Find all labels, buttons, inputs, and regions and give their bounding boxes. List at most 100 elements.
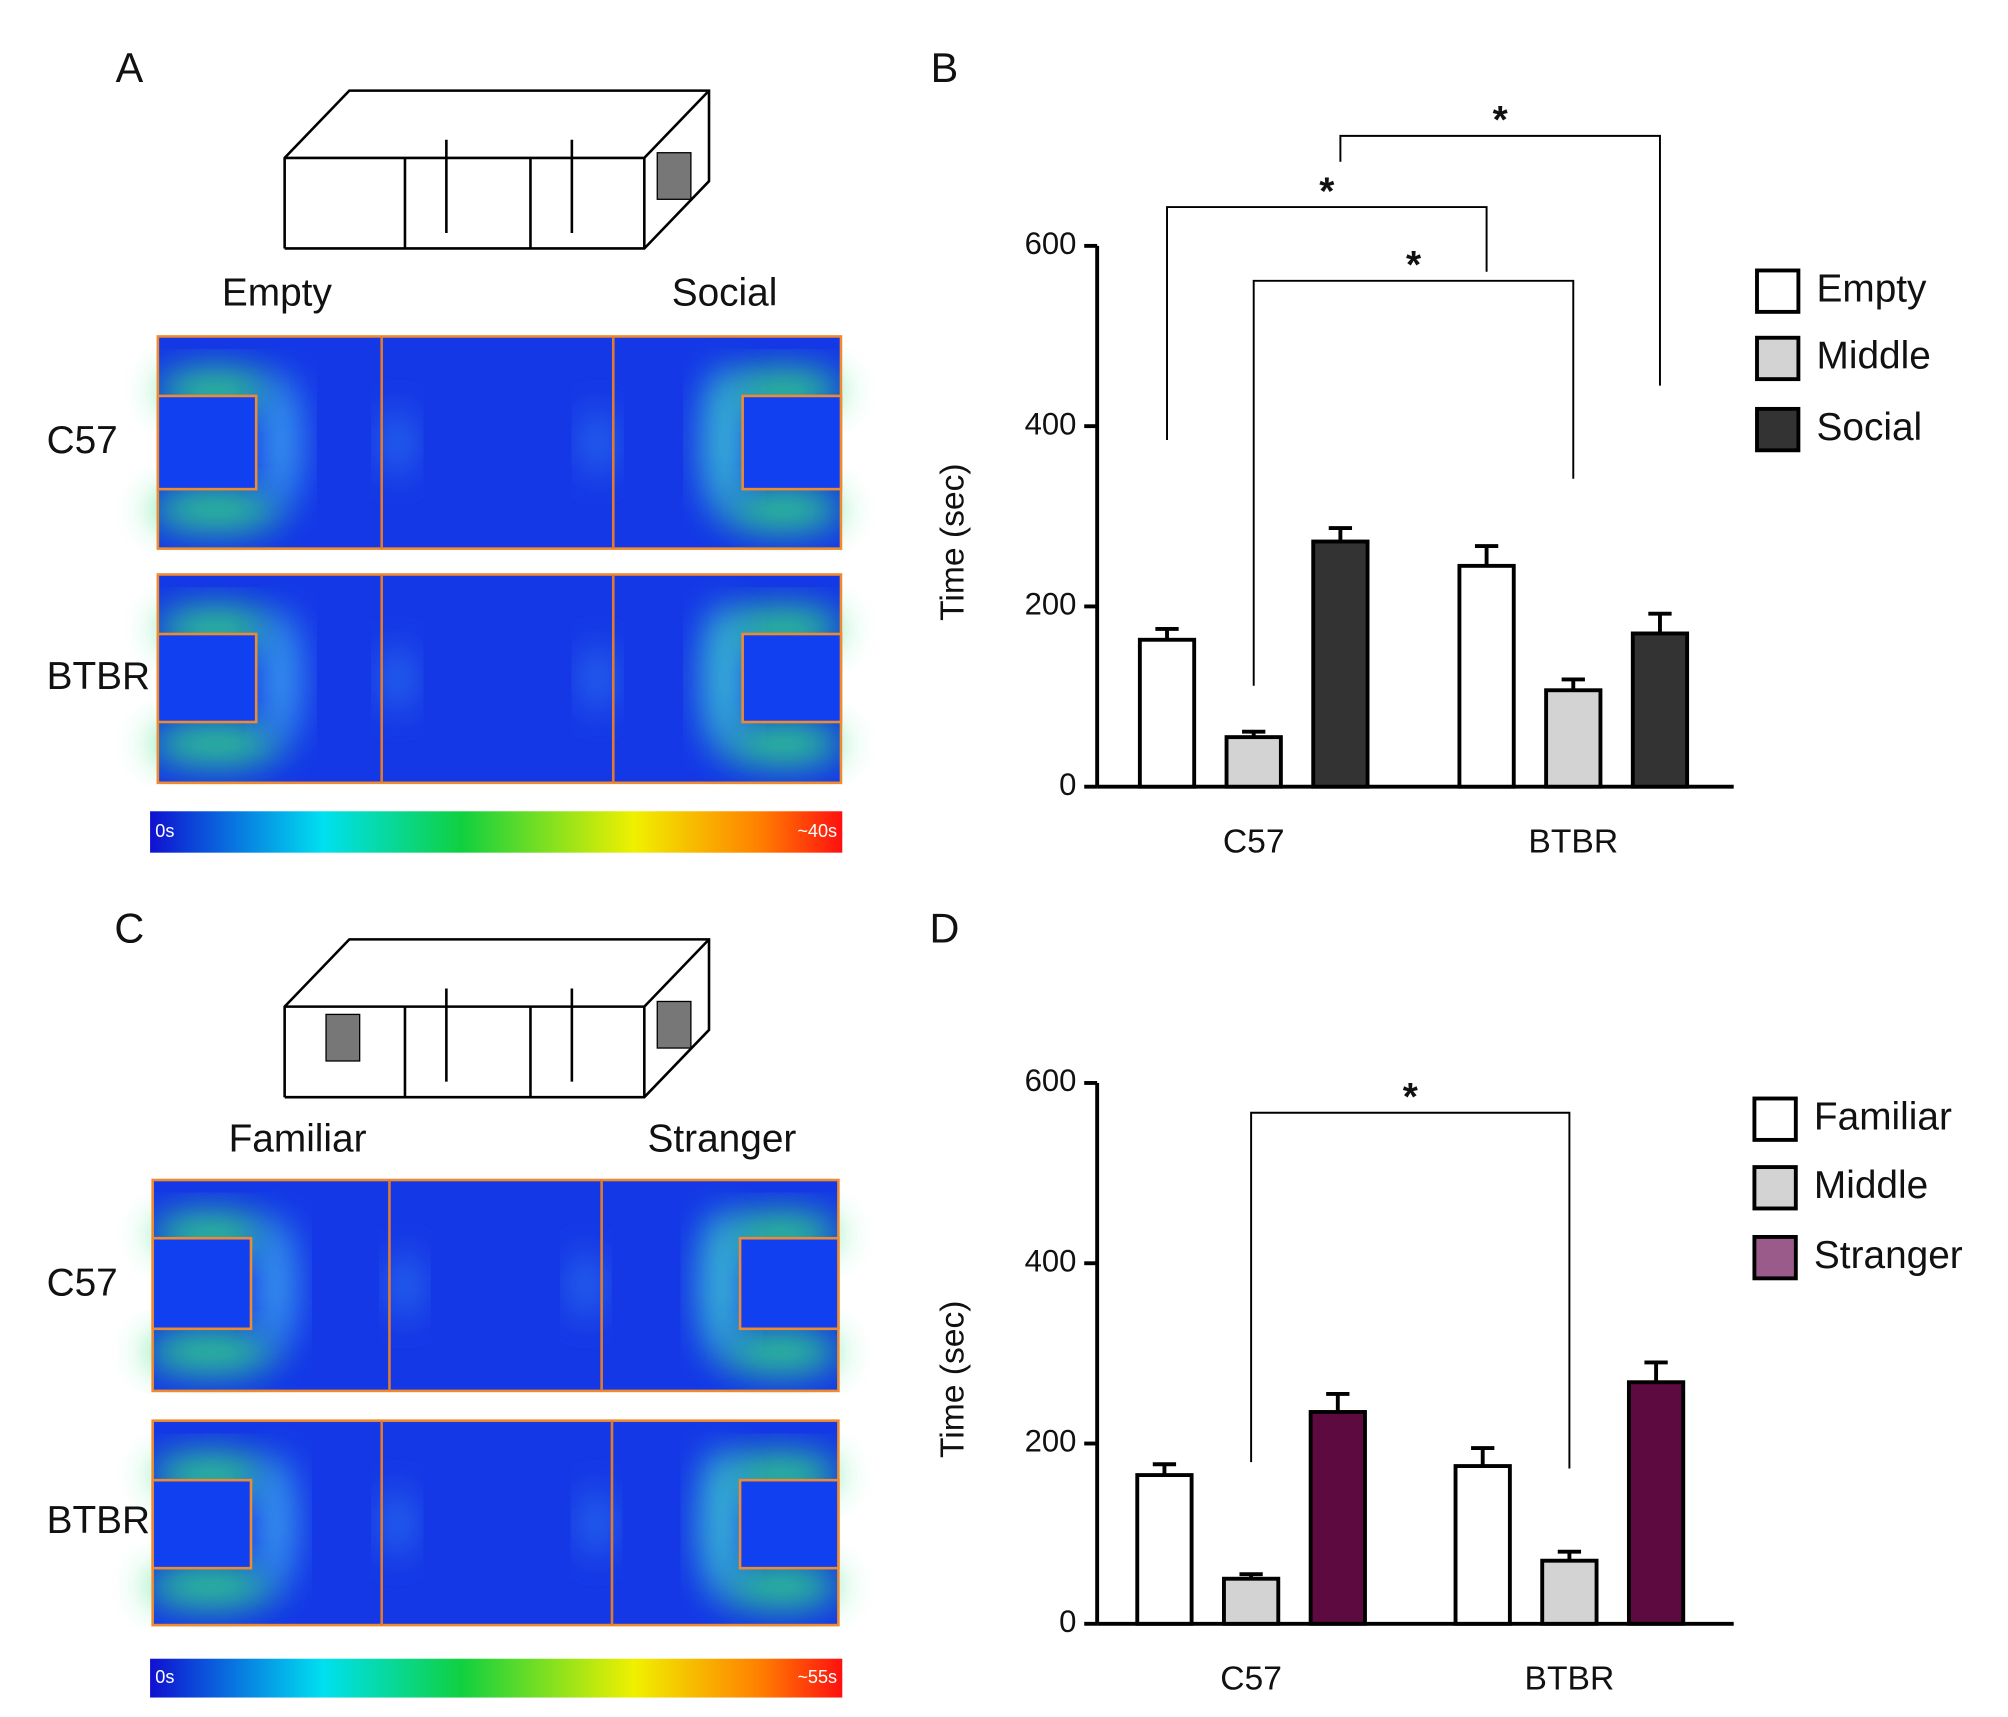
bar xyxy=(1222,1576,1281,1626)
bar xyxy=(1311,539,1370,789)
chamber-box xyxy=(156,632,258,724)
heat-blob xyxy=(724,723,841,765)
heat-blob xyxy=(392,1253,418,1318)
bar xyxy=(1135,1473,1194,1626)
bar xyxy=(1137,637,1197,789)
legend-swatch xyxy=(1752,1165,1798,1211)
heatmap xyxy=(146,1178,840,1393)
colorbar-label: ~40s xyxy=(797,821,837,841)
heat-blob xyxy=(703,371,746,514)
legend-label: Stranger xyxy=(1814,1234,1963,1277)
arena-label: Familiar xyxy=(229,1117,367,1160)
chamber-box xyxy=(738,1478,840,1570)
bar xyxy=(1540,1558,1599,1626)
heat-blob xyxy=(721,1331,839,1373)
heat-blob xyxy=(721,1565,839,1607)
legend-label: Empty xyxy=(1817,267,1928,310)
bar xyxy=(1457,563,1516,789)
heat-blob xyxy=(262,377,299,508)
significance-mark: * xyxy=(1493,99,1509,142)
x-tick-label: C57 xyxy=(1220,1661,1282,1698)
apparatus-schematic xyxy=(283,89,711,250)
significance-mark: * xyxy=(1406,244,1422,287)
y-tick-label: 600 xyxy=(1025,226,1077,261)
arena-label: Social xyxy=(672,271,778,314)
heat-blob xyxy=(703,607,746,750)
legend-label: Familiar xyxy=(1814,1095,1952,1138)
heat-blob xyxy=(583,1490,610,1556)
apparatus-schematic xyxy=(283,938,711,1099)
panel-label: C xyxy=(114,906,144,952)
y-tick-label: 400 xyxy=(1025,1243,1077,1278)
y-tick-label: 400 xyxy=(1025,406,1077,441)
significance-mark: * xyxy=(1403,1076,1419,1119)
significance-mark: * xyxy=(1319,170,1335,213)
legend-swatch xyxy=(1755,406,1801,453)
significance-bracket xyxy=(1339,134,1661,386)
x-tick-label: BTBR xyxy=(1528,824,1618,861)
legend-label: Social xyxy=(1817,406,1923,449)
heat-blob xyxy=(701,1451,743,1595)
significance-bracket xyxy=(1252,279,1575,686)
heat-blob xyxy=(151,489,281,531)
heat-blob xyxy=(384,646,411,712)
row-label: C57 xyxy=(47,1262,118,1305)
chamber-box xyxy=(156,394,258,491)
bar xyxy=(1544,688,1603,789)
y-tick-label: 600 xyxy=(1025,1063,1077,1098)
bar xyxy=(1308,1410,1367,1626)
heatmap xyxy=(151,335,843,550)
x-tick-label: BTBR xyxy=(1525,1661,1615,1698)
heat-blob xyxy=(257,1458,294,1588)
arena-label: Empty xyxy=(222,271,333,314)
heat-blob xyxy=(724,489,841,531)
panel-label: D xyxy=(930,906,960,952)
colorbar-label: 0s xyxy=(155,821,174,841)
y-tick-label: 0 xyxy=(1059,1604,1076,1639)
heat-blob xyxy=(384,410,411,475)
heat-blob xyxy=(151,723,281,765)
arena-label: Stranger xyxy=(648,1117,797,1160)
heat-blob xyxy=(584,410,611,475)
significance-bracket xyxy=(1166,206,1488,440)
bar xyxy=(1630,631,1690,789)
heat-blob xyxy=(146,1331,276,1373)
y-axis-label: Time (sec) xyxy=(935,1300,972,1458)
legend-swatch xyxy=(1752,1096,1798,1142)
bar xyxy=(1626,1380,1686,1626)
colorbar xyxy=(150,1658,843,1698)
chamber-box xyxy=(151,1236,253,1331)
chamber-box xyxy=(738,1236,840,1331)
heat-blob xyxy=(701,1214,743,1357)
panel-label: A xyxy=(116,45,144,91)
heatmap xyxy=(151,573,843,785)
chamber-box xyxy=(151,1478,253,1570)
y-tick-label: 200 xyxy=(1025,1424,1077,1459)
colorbar-label: ~55s xyxy=(797,1667,837,1687)
heat-blob xyxy=(262,613,299,744)
legend-swatch xyxy=(1755,268,1801,314)
legend-label: Middle xyxy=(1814,1164,1928,1207)
colorbar-label: 0s xyxy=(155,1667,174,1687)
chamber-box xyxy=(741,632,843,724)
heat-blob xyxy=(573,1253,600,1318)
legend-swatch xyxy=(1752,1235,1798,1281)
significance-bracket xyxy=(1250,1111,1571,1469)
heat-blob xyxy=(584,646,611,712)
legend-label: Middle xyxy=(1817,335,1931,378)
row-label: BTBR xyxy=(47,1499,150,1542)
colorbar xyxy=(150,811,843,853)
row-label: C57 xyxy=(47,419,118,462)
panel-label: B xyxy=(931,45,959,91)
heat-blob xyxy=(384,1490,411,1556)
row-label: BTBR xyxy=(47,655,150,698)
chamber-box xyxy=(741,394,843,491)
x-tick-label: C57 xyxy=(1223,824,1285,861)
bar xyxy=(1224,735,1283,789)
y-tick-label: 200 xyxy=(1025,587,1077,622)
legend-swatch xyxy=(1755,335,1801,382)
bar xyxy=(1453,1464,1512,1626)
y-axis-label: Time (sec) xyxy=(935,463,972,621)
y-tick-label: 0 xyxy=(1059,767,1076,802)
